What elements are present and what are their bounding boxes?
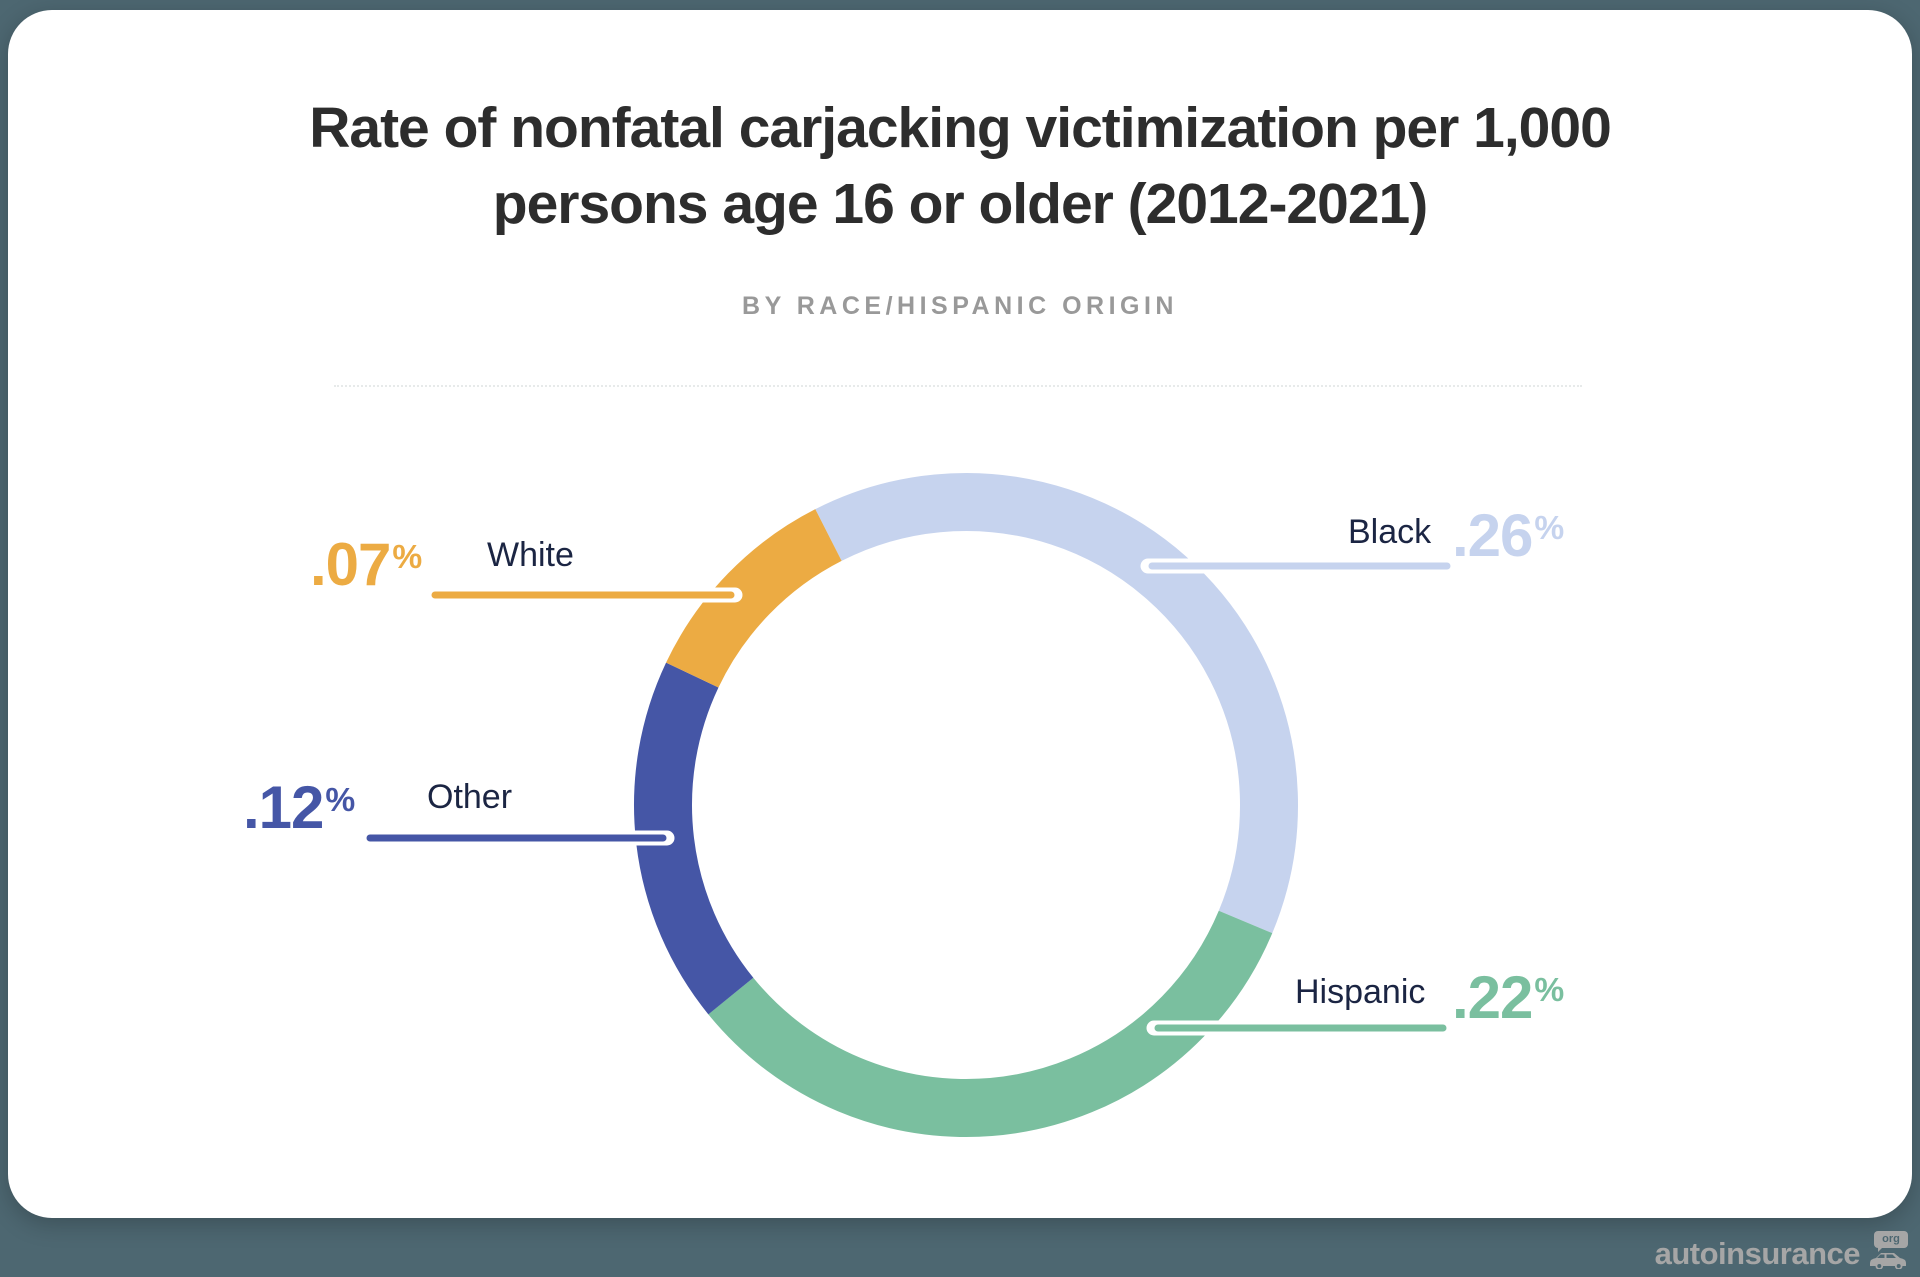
other-value-number: .12 xyxy=(243,774,324,841)
other-value: .12% xyxy=(243,778,355,838)
chart-title-line2: persons age 16 or older (2012-2021) xyxy=(492,172,1428,236)
black-percent-sign: % xyxy=(1534,510,1564,548)
donut-ring xyxy=(633,472,1298,1137)
hispanic-value: .22% xyxy=(1452,968,1564,1028)
hispanic-percent-sign: % xyxy=(1534,972,1564,1010)
car-icon xyxy=(1870,1253,1906,1269)
chart-title-line1: Rate of nonfatal carjacking victimizatio… xyxy=(309,96,1612,160)
speech-bubble: org xyxy=(1874,1231,1908,1252)
chart-card: Rate of nonfatal carjacking victimizatio… xyxy=(8,10,1912,1218)
hispanic-label: Hispanic xyxy=(1295,973,1426,1011)
brand-name: autoinsurance xyxy=(1654,1236,1861,1271)
other-label: Other xyxy=(427,778,513,816)
white-label: White xyxy=(487,536,574,574)
donut-segment-hispanic xyxy=(634,473,1298,1137)
chart-title: Rate of nonfatal carjacking victimizatio… xyxy=(8,90,1912,242)
divider-line xyxy=(334,385,1582,387)
brand-logo: org xyxy=(1866,1231,1908,1269)
white-value: .07% xyxy=(310,535,422,595)
other-percent-sign: % xyxy=(325,782,355,820)
brand-watermark: autoinsurance org xyxy=(1655,1231,1908,1269)
white-percent-sign: % xyxy=(392,539,422,577)
donut-segment-white xyxy=(633,473,1298,1137)
hispanic-value-number: .22 xyxy=(1452,964,1533,1031)
black-value: .26% xyxy=(1452,506,1564,566)
white-value-number: .07 xyxy=(310,531,391,598)
black-label: Black xyxy=(1348,513,1432,551)
black-value-number: .26 xyxy=(1452,502,1533,569)
chart-subtitle: BY RACE/HISPANIC ORIGIN xyxy=(742,292,1178,320)
donut-segment-other xyxy=(634,473,1298,1137)
